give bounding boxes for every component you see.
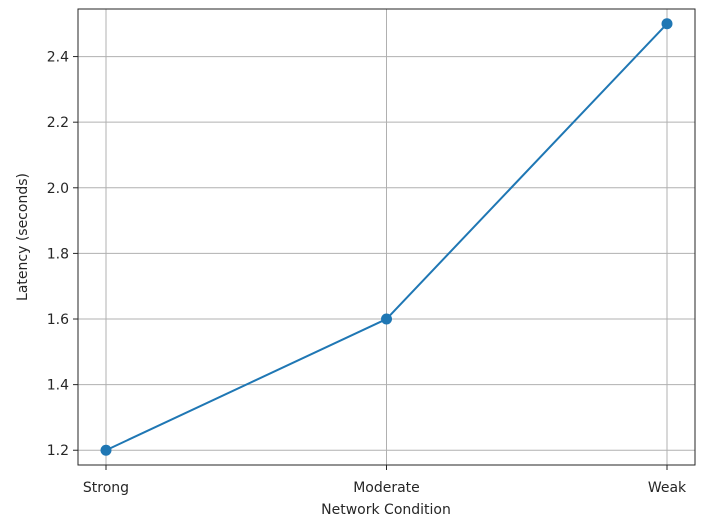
data-point-marker xyxy=(100,444,112,456)
y-tick-label: 1.8 xyxy=(47,246,69,262)
x-tick-label: Strong xyxy=(83,480,129,496)
grid xyxy=(78,9,695,465)
data-point-marker xyxy=(381,313,392,325)
x-tick-label: Moderate xyxy=(353,480,420,496)
data-point-marker xyxy=(661,18,673,30)
y-tick-label: 1.4 xyxy=(47,378,69,394)
y-axis-label: Latency (seconds) xyxy=(15,173,31,301)
y-tick-label: 1.6 xyxy=(47,312,69,328)
y-tick-label: 1.2 xyxy=(47,443,69,459)
y-tick-label: 2.2 xyxy=(47,115,69,131)
y-tick-label: 2.0 xyxy=(47,181,69,197)
series-layer xyxy=(100,18,673,456)
x-tick-label: Weak xyxy=(648,480,687,496)
y-tick-label: 2.4 xyxy=(47,50,69,66)
x-axis-label: Network Condition xyxy=(321,502,451,518)
axis-ticks: Strong Moderate Weak 1.2 1.4 1.6 1.8 2.0 2.2 2.4 xyxy=(47,50,687,496)
